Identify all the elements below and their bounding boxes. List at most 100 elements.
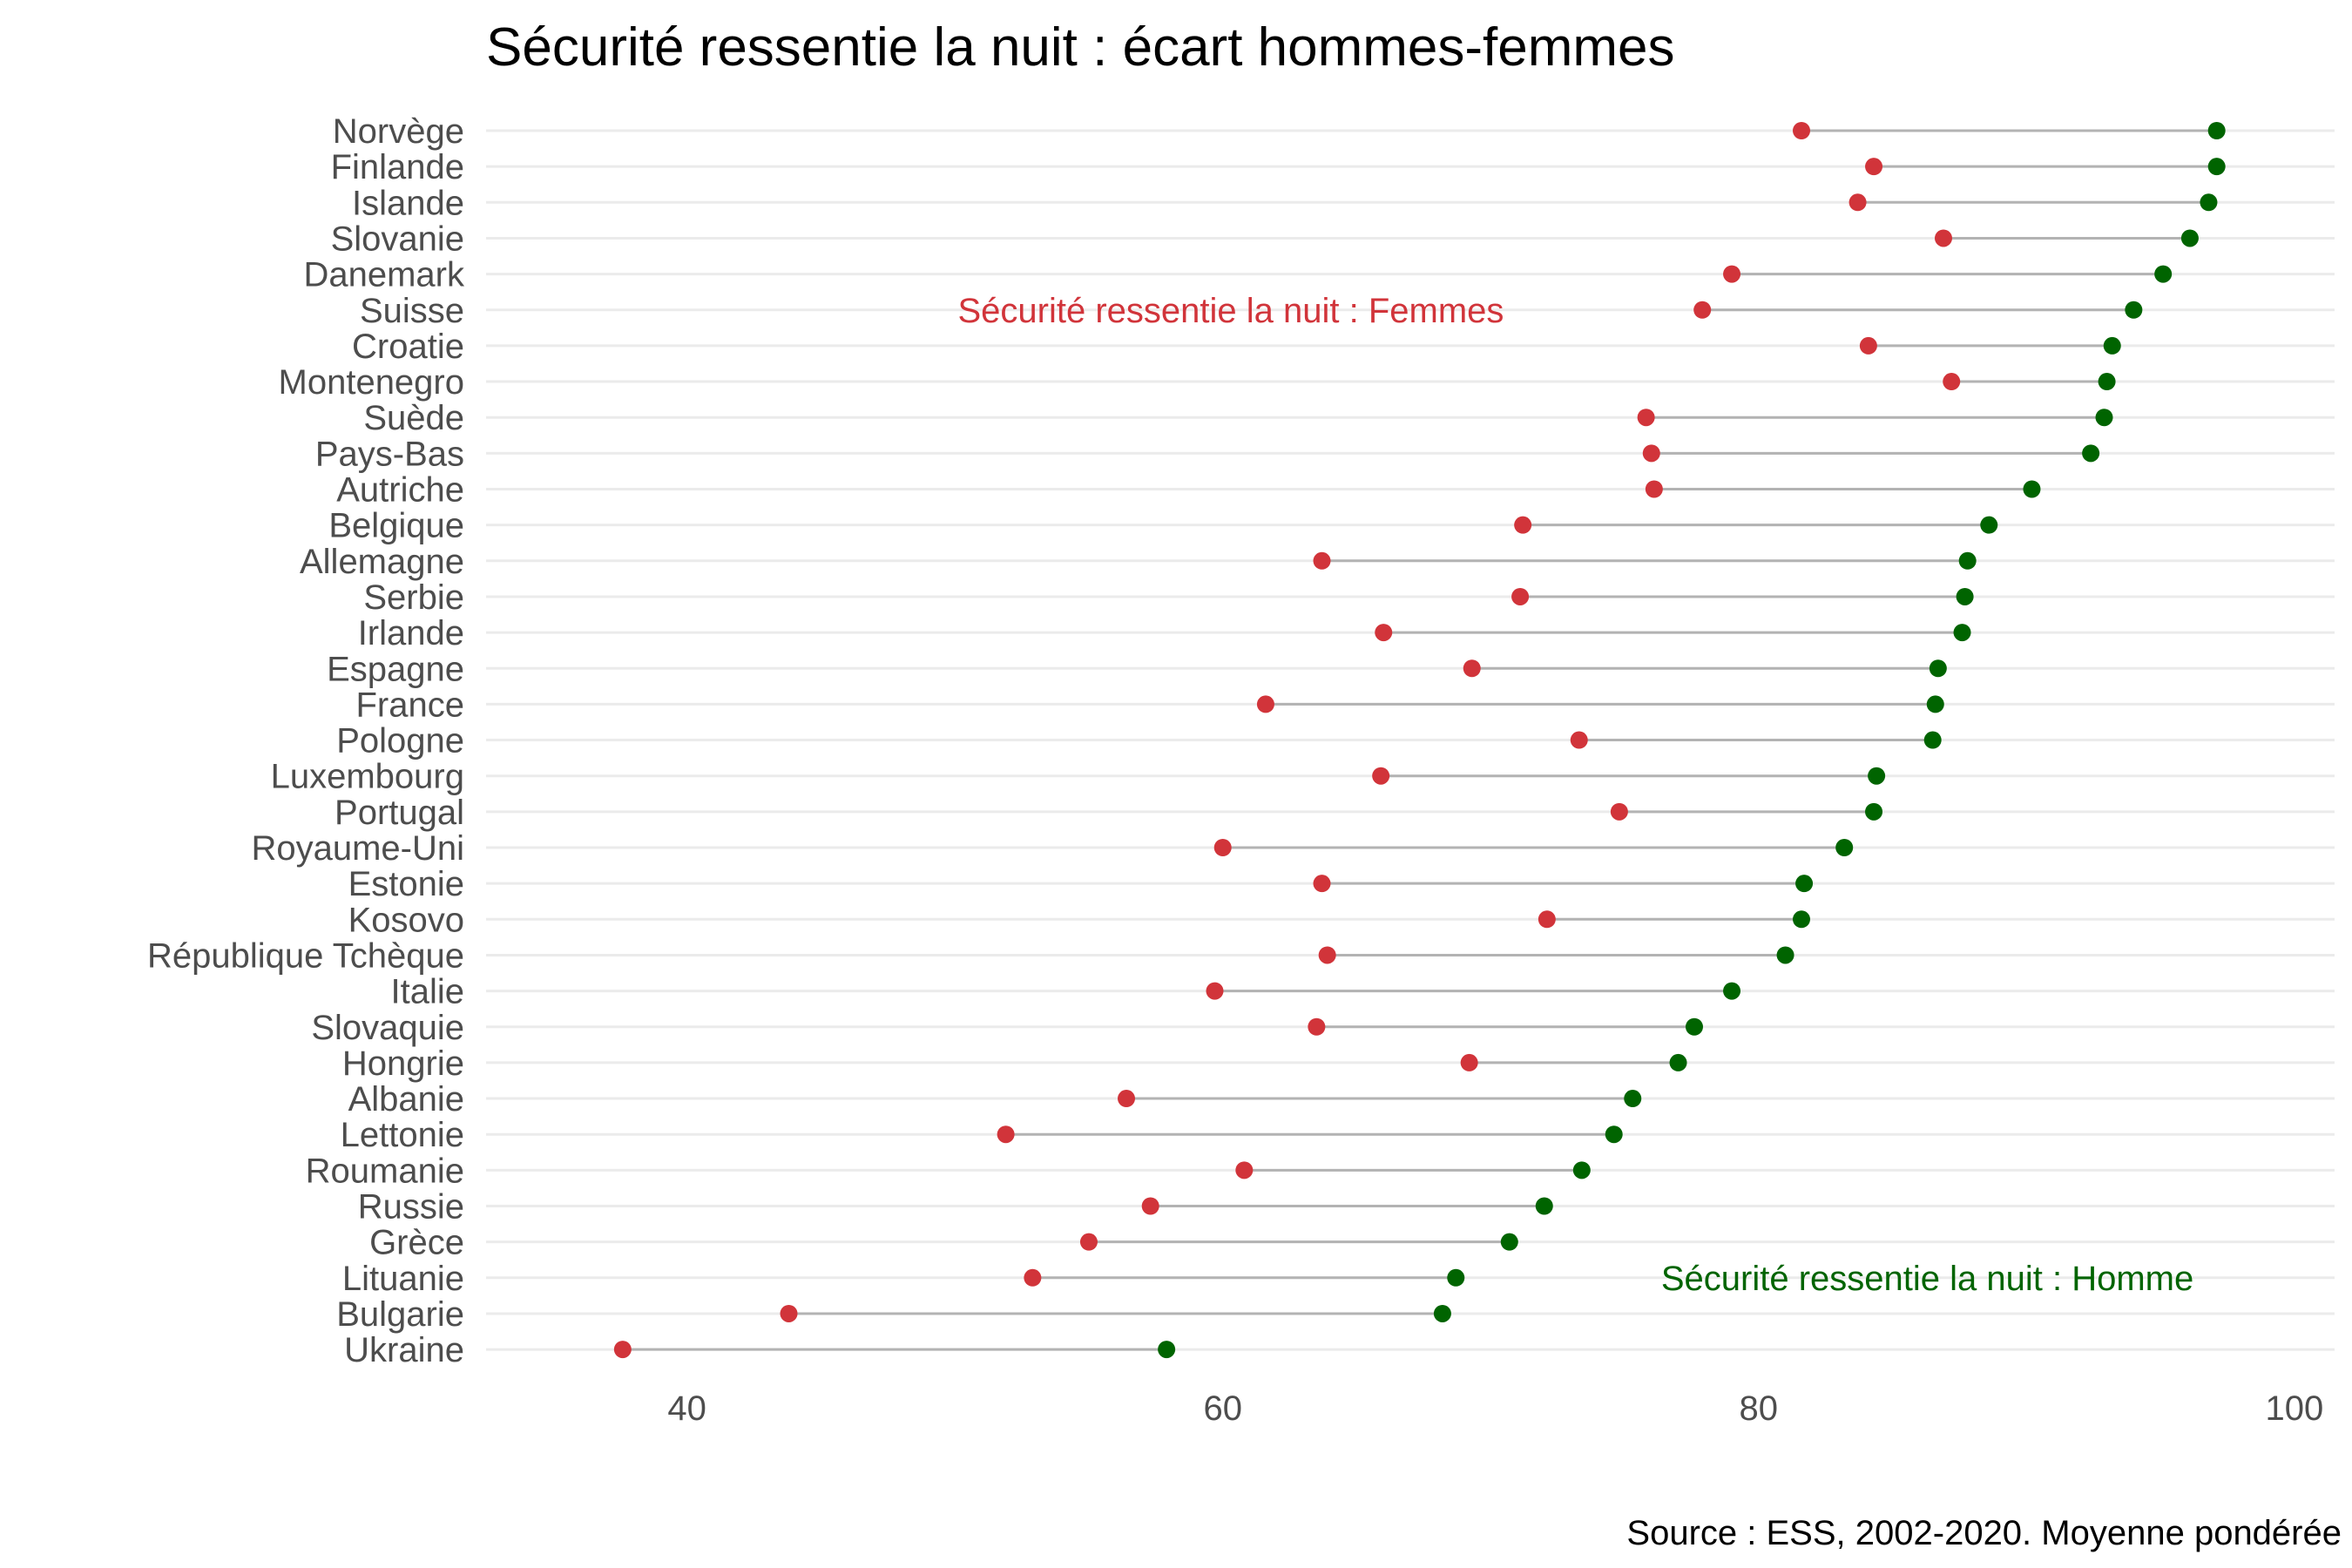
femmes-point — [997, 1125, 1015, 1144]
hommes-point — [2098, 373, 2116, 391]
femmes-point — [1313, 875, 1331, 893]
femmes-point — [1538, 910, 1556, 929]
hommes-point — [2200, 193, 2218, 212]
y-tick-label: Grèce — [369, 1224, 464, 1262]
hommes-point — [1980, 516, 1998, 534]
hommes-point — [1865, 802, 1883, 821]
y-tick-label: France — [356, 686, 465, 724]
y-tick-label: Croatie — [352, 328, 464, 366]
femmes-point — [1318, 946, 1336, 964]
y-tick-label: Suisse — [360, 292, 464, 330]
femmes-point — [1024, 1268, 1042, 1287]
y-tick-label: Slovanie — [331, 220, 464, 258]
y-tick-label: Danemark — [303, 256, 465, 294]
hommes-point — [2082, 444, 2100, 463]
hommes-point — [1956, 587, 1974, 605]
y-axis-labels: NorvègeFinlandeIslandeSlovanieDanemarkSu… — [147, 112, 465, 1369]
femmes-point — [1693, 301, 1712, 319]
y-tick-label: Hongrie — [342, 1044, 464, 1083]
femmes-point — [1463, 659, 1481, 678]
y-tick-label: Lettonie — [341, 1116, 464, 1154]
femmes-point — [780, 1304, 798, 1322]
hommes-point — [1953, 624, 1971, 642]
annotation-hommes: Sécurité ressentie la nuit : Homme — [1661, 1260, 2193, 1298]
hommes-point — [1835, 839, 1854, 856]
y-tick-label: Estonie — [348, 865, 464, 903]
femmes-point — [1375, 624, 1393, 642]
y-tick-label: Italie — [391, 973, 465, 1011]
femmes-point — [1308, 1017, 1326, 1036]
y-tick-label: Slovaquie — [311, 1009, 464, 1047]
hommes-point — [1572, 1161, 1591, 1179]
hommes-points — [1158, 122, 2226, 1359]
y-tick-label: Autriche — [336, 471, 464, 510]
hommes-point — [1158, 1341, 1176, 1359]
hommes-point — [2103, 336, 2121, 355]
y-tick-label: Suède — [363, 399, 464, 437]
femmes-point — [1570, 731, 1588, 749]
femmes-point — [1514, 516, 1532, 534]
y-tick-label: Royaume-Uni — [251, 829, 464, 868]
femmes-point — [613, 1341, 632, 1359]
femmes-point — [1141, 1197, 1159, 1215]
hommes-point — [1793, 910, 1811, 929]
femmes-point — [1313, 551, 1331, 570]
y-tick-label: Pays-Bas — [315, 435, 464, 473]
hommes-point — [2154, 265, 2173, 283]
femmes-point — [1645, 480, 1663, 498]
y-tick-label: Espagne — [327, 650, 464, 688]
y-tick-label: Russie — [358, 1188, 464, 1227]
hommes-point — [1776, 946, 1794, 964]
hommes-point — [2023, 480, 2041, 498]
hommes-point — [1926, 695, 1944, 713]
segments — [622, 129, 2217, 1351]
y-tick-label: Pologne — [336, 722, 464, 760]
femmes-points — [613, 122, 1961, 1359]
y-tick-label: Kosovo — [348, 901, 464, 939]
femmes-point — [1934, 229, 1952, 247]
y-tick-label: Lituanie — [342, 1260, 464, 1298]
femmes-point — [1213, 839, 1232, 856]
y-tick-label: Islande — [352, 184, 464, 222]
y-tick-label: Montenegro — [279, 363, 464, 402]
y-tick-label: Irlande — [358, 614, 464, 652]
hommes-point — [2207, 158, 2226, 176]
y-tick-label: République Tchèque — [147, 936, 464, 975]
femmes-point — [1793, 122, 1811, 139]
femmes-point — [1642, 444, 1660, 463]
x-tick-label: 60 — [1203, 1389, 1242, 1428]
femmes-point — [1637, 409, 1655, 427]
chart-caption: Source : ESS, 2002-2020. Moyenne pondéré… — [1626, 1514, 2342, 1552]
y-tick-label: Finlande — [331, 148, 464, 186]
femmes-point — [1943, 373, 1961, 391]
femmes-point — [1206, 982, 1224, 1000]
y-tick-label: Roumanie — [306, 1152, 464, 1190]
femmes-point — [1372, 767, 1390, 785]
hommes-point — [1795, 875, 1814, 893]
x-tick-label: 100 — [2265, 1389, 2323, 1428]
annotation-femmes: Sécurité ressentie la nuit : Femmes — [957, 292, 1504, 330]
femmes-point — [1235, 1161, 1254, 1179]
hommes-point — [1605, 1125, 1623, 1144]
y-tick-label: Allemagne — [300, 543, 464, 581]
hommes-point — [1500, 1233, 1518, 1251]
hommes-point — [2207, 122, 2226, 139]
femmes-point — [1118, 1090, 1136, 1108]
hommes-point — [2125, 301, 2143, 319]
femmes-point — [1256, 695, 1274, 713]
hommes-point — [1923, 731, 1942, 749]
hommes-point — [1929, 659, 1947, 678]
hommes-point — [1958, 551, 1977, 570]
y-tick-label: Portugal — [335, 794, 464, 832]
hommes-point — [1535, 1197, 1553, 1215]
y-tick-label: Albanie — [348, 1080, 464, 1119]
y-tick-label: Luxembourg — [271, 758, 464, 796]
hommes-point — [1685, 1017, 1703, 1036]
y-tick-label: Ukraine — [344, 1331, 464, 1369]
femmes-point — [1723, 265, 1741, 283]
y-tick-label: Belgique — [328, 507, 464, 545]
chart-title: Sécurité ressentie la nuit : écart homme… — [486, 17, 1675, 78]
hommes-point — [1868, 767, 1886, 785]
x-tick-label: 80 — [1740, 1389, 1779, 1428]
